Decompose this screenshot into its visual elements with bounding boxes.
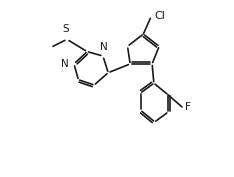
Text: S: S [62,24,69,34]
Text: N: N [100,42,108,52]
Text: F: F [185,102,191,112]
Text: Cl: Cl [155,11,166,21]
Text: N: N [61,59,69,69]
